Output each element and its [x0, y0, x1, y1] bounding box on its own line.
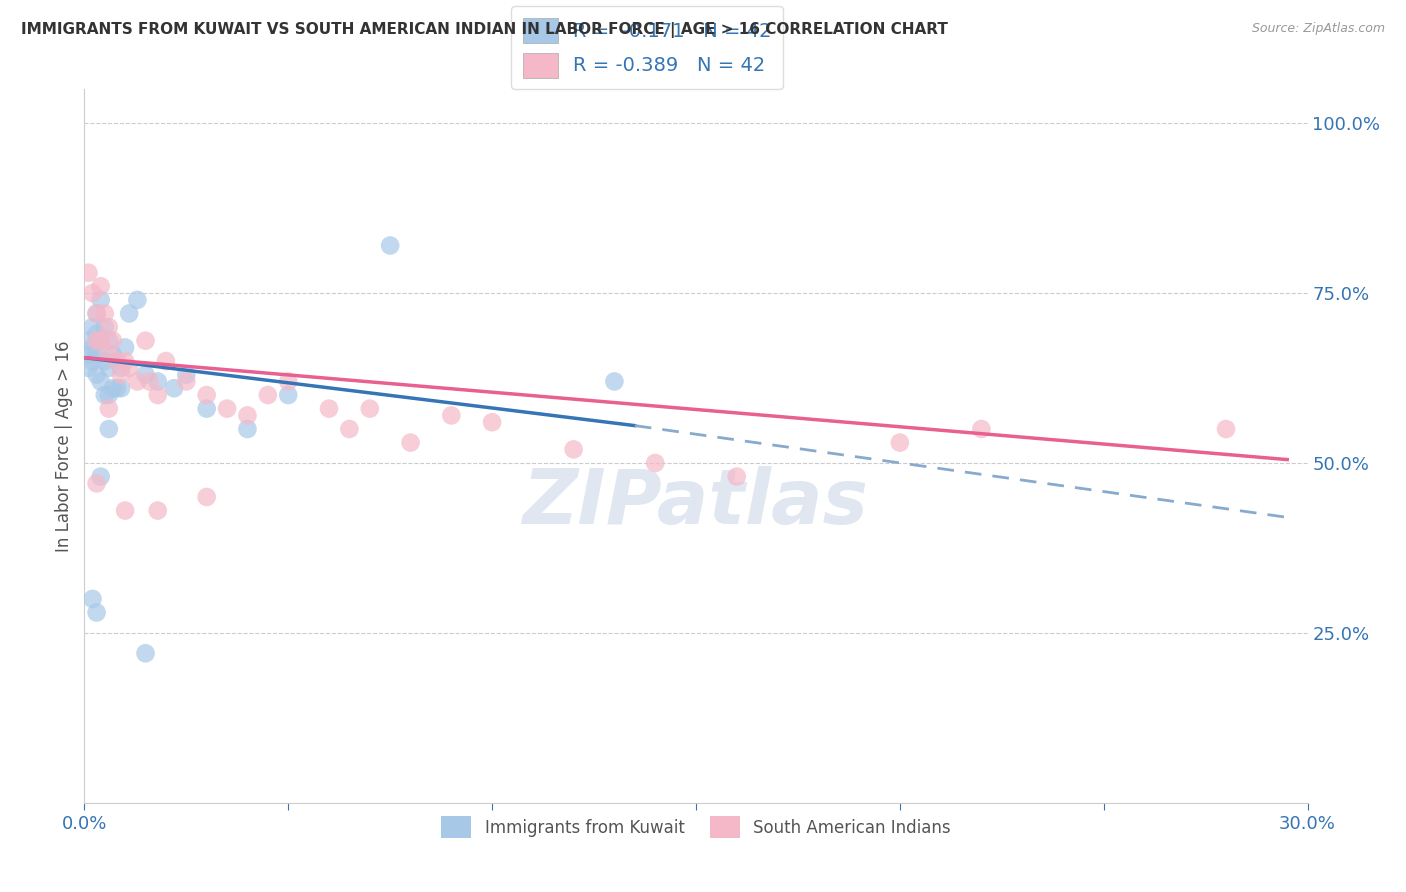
Point	[82, 591, 104, 606]
Point	[93, 306, 115, 320]
Point	[236, 422, 259, 436]
Point	[118, 306, 141, 320]
Point	[90, 334, 112, 348]
Point	[93, 388, 115, 402]
Point	[135, 368, 157, 382]
Point	[97, 422, 120, 436]
Point	[440, 409, 463, 423]
Point	[90, 334, 112, 348]
Point	[110, 368, 132, 382]
Point	[77, 266, 100, 280]
Point	[86, 476, 108, 491]
Point	[277, 388, 299, 402]
Point	[399, 435, 422, 450]
Point	[101, 347, 124, 361]
Point	[86, 334, 108, 348]
Point	[217, 401, 239, 416]
Point	[90, 279, 112, 293]
Point	[82, 354, 104, 368]
Point	[86, 368, 108, 382]
Point	[603, 375, 626, 389]
Point	[163, 381, 186, 395]
Point	[86, 306, 108, 320]
Point	[101, 334, 124, 348]
Y-axis label: In Labor Force | Age > 16: In Labor Force | Age > 16	[55, 340, 73, 552]
Point	[97, 388, 120, 402]
Point	[146, 388, 169, 402]
Point	[155, 354, 177, 368]
Point	[127, 293, 149, 307]
Point	[725, 469, 748, 483]
Point	[82, 286, 104, 301]
Point	[97, 401, 120, 416]
Point	[93, 320, 115, 334]
Point	[93, 354, 115, 368]
Point	[236, 409, 259, 423]
Text: IMMIGRANTS FROM KUWAIT VS SOUTH AMERICAN INDIAN IN LABOR FORCE | AGE > 16 CORREL: IMMIGRANTS FROM KUWAIT VS SOUTH AMERICAN…	[21, 22, 948, 38]
Point	[86, 306, 108, 320]
Point	[562, 442, 585, 457]
Point	[127, 375, 149, 389]
Point	[195, 401, 218, 416]
Point	[90, 469, 112, 483]
Legend: Immigrants from Kuwait, South American Indians: Immigrants from Kuwait, South American I…	[434, 810, 957, 845]
Point	[105, 354, 128, 368]
Point	[77, 334, 100, 348]
Point	[77, 360, 100, 375]
Point	[86, 347, 108, 361]
Point	[97, 320, 120, 334]
Point	[86, 326, 108, 341]
Point	[97, 334, 120, 348]
Point	[174, 375, 197, 389]
Point	[82, 341, 104, 355]
Point	[174, 368, 197, 382]
Text: ZIPatlas: ZIPatlas	[523, 467, 869, 540]
Point	[101, 381, 124, 395]
Point	[114, 341, 136, 355]
Point	[110, 381, 132, 395]
Point	[86, 606, 108, 620]
Point	[135, 334, 157, 348]
Point	[105, 381, 128, 395]
Point	[118, 360, 141, 375]
Point	[195, 490, 218, 504]
Point	[1215, 422, 1237, 436]
Point	[195, 388, 218, 402]
Point	[277, 375, 299, 389]
Point	[105, 354, 128, 368]
Point	[970, 422, 993, 436]
Point	[77, 347, 100, 361]
Point	[146, 375, 169, 389]
Point	[889, 435, 911, 450]
Point	[114, 503, 136, 517]
Point	[339, 422, 361, 436]
Point	[82, 320, 104, 334]
Point	[380, 238, 402, 252]
Point	[97, 360, 120, 375]
Point	[257, 388, 280, 402]
Point	[146, 503, 169, 517]
Point	[90, 375, 112, 389]
Point	[114, 354, 136, 368]
Point	[359, 401, 381, 416]
Point	[138, 375, 160, 389]
Text: Source: ZipAtlas.com: Source: ZipAtlas.com	[1251, 22, 1385, 36]
Point	[318, 401, 340, 416]
Point	[110, 360, 132, 375]
Point	[90, 293, 112, 307]
Point	[644, 456, 666, 470]
Point	[97, 347, 120, 361]
Point	[135, 646, 157, 660]
Point	[481, 415, 503, 429]
